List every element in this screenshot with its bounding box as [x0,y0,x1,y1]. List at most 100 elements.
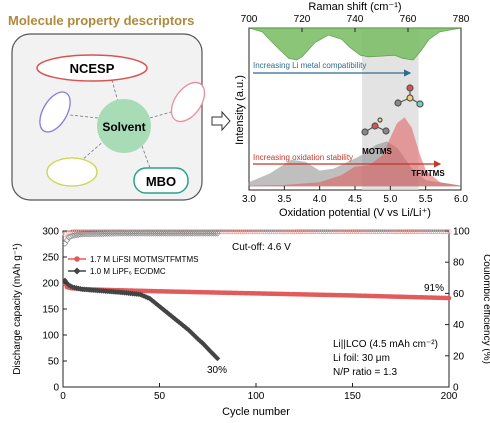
oxidation-tick-label: 3.0 [242,194,256,205]
ce-black-point [165,230,173,237]
ce-black-point [171,230,179,237]
ce-black-point [190,230,198,237]
ce-red-point [220,229,226,235]
ce-red-point [284,229,290,235]
cycling-chart: Discharge capacity (mAh g⁻¹) Coulombic e… [12,227,490,419]
ce-black-point [194,230,202,237]
ce-red-point [249,229,255,235]
ce-red-point [415,229,421,235]
oxidation-tick-label: 5.0 [383,194,397,205]
ce-black-point [158,230,165,237]
ce-red-point [311,229,317,235]
ce-red-point [359,229,365,235]
ce-black-point [200,230,208,237]
ce-red-point [402,229,408,235]
ce-red-point [382,229,388,235]
ce-red-point [301,229,307,235]
ce-red-point [336,229,342,235]
ce-red-point [288,229,294,235]
ce-black-point [160,230,167,237]
ce-red-point [309,229,315,235]
raman-axis-title: Raman shift (cm⁻¹) [308,1,401,13]
raman-series-area [248,27,462,61]
ce-black-point [123,230,130,237]
li-metal-annotation: Increasing Li metal compatibility [253,61,366,70]
ce-red-point [315,229,321,235]
ce-red-point [338,229,344,235]
ce-red-point [321,229,327,235]
ce-red-point [371,229,377,235]
ce-red-point [222,229,228,235]
ce-black-point [127,230,134,237]
ce-black-point [119,230,127,237]
ce-tick-label: 80 [453,258,465,269]
cell-info-line-2: Li foil: 30 μm [333,353,390,364]
ce-red-point [234,229,240,235]
ce-red-point [400,229,406,235]
ce-tick-label: 100 [453,227,470,238]
capacity-tick-label: 150 [42,305,59,316]
ce-red-point [319,229,325,235]
ce-red-point [218,229,224,235]
cycle-axis-title: Cycle number [222,406,290,418]
ce-black-point [175,230,183,237]
ce-red-point [97,229,103,235]
ce-red-point [398,229,404,235]
oxidation-tick-label: 5.5 [419,194,433,205]
ce-black-point [177,230,184,237]
ce-red-point [324,229,330,235]
ce-black-point [106,230,113,237]
ce-black-point [104,230,111,237]
retention-30-label: 30% [207,365,227,376]
ce-red-point [286,229,292,235]
ce-black-point [88,230,96,238]
ce-red-point [267,229,273,235]
ce-black-point [181,230,188,237]
ce-red-point [417,229,423,235]
right-arrow-icon [211,110,231,132]
ce-black-point [185,230,192,237]
ce-red-point [348,229,354,235]
ce-red-point [432,229,438,235]
ce-red-point [442,229,448,235]
ce-black-point [63,237,71,244]
ce-black-point [179,230,186,237]
ce-black-point [146,230,154,237]
ce-black-point [86,230,94,238]
ce-black-point [117,230,125,237]
oxidation-series-tfmtms [248,117,462,187]
ce-red-point [409,229,415,235]
ce-black-point [109,230,117,237]
ce-red-point [251,229,257,235]
ce-red-point [317,229,323,235]
legend-black-label: 1.0 M LiPF₆ EC/DMC [90,267,166,276]
ce-red-point [294,229,300,235]
ce-black-point [196,230,204,237]
ce-red-point [224,229,230,235]
ce-red-point [257,229,263,235]
ce-red-point [241,229,247,235]
cycle-tick-label: 150 [344,391,361,402]
legend-black-marker [73,267,81,275]
ce-black-point [152,230,159,237]
ce-red-point [396,229,402,235]
mbo-box [133,167,189,194]
mbo-label: MBO [146,174,176,189]
ce-red-point [274,229,280,235]
ce-black-point [84,230,92,238]
ce-red-point [297,229,303,235]
ce-red-point [332,229,338,235]
ce-red-point [369,229,375,235]
ce-red-point [375,229,381,235]
ce-black-point [187,230,194,237]
capacity-tick-label: 300 [42,227,59,238]
legend-red-label: 1.7 M LiFSI MOTMS/TFMTMS [90,255,198,264]
oxidation-annotation: Increasing oxidation stability [253,153,353,162]
ce-red-point [378,229,384,235]
ce-red-point [367,229,373,235]
ce-red-point [228,229,234,235]
raman-tick-label: 780 [453,14,470,25]
ce-red-point [377,229,383,235]
ce-black-point [198,230,206,237]
